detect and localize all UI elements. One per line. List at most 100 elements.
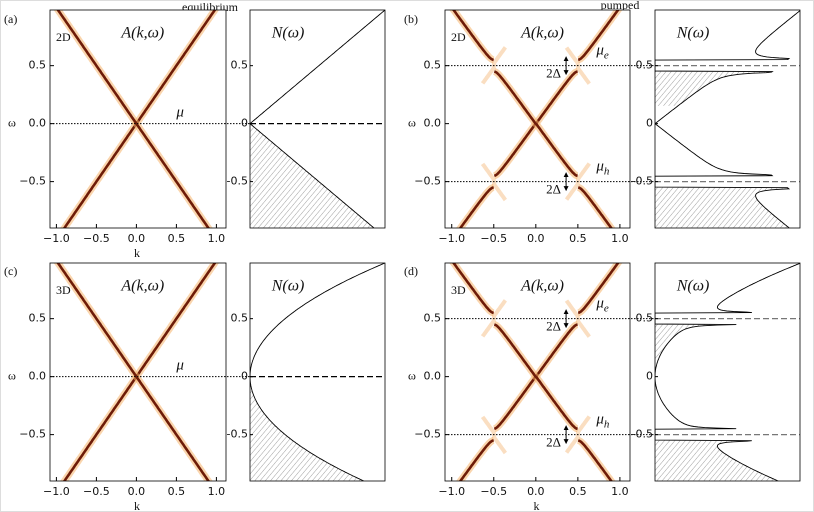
- x-tick-label: 0.0: [527, 232, 545, 245]
- x-tick-label: 0.5: [569, 485, 587, 498]
- x-tick-label: −0.5: [83, 232, 110, 245]
- plot-box: [444, 9, 631, 229]
- level-subscript: e: [604, 49, 609, 61]
- y-tick-label: -0.5: [227, 175, 248, 188]
- x-tick-label: −1.0: [43, 485, 70, 498]
- x-tick-label: 0.5: [168, 232, 186, 245]
- y-tick-label: −0.5: [19, 175, 46, 188]
- y-axis-label: ω: [408, 368, 416, 382]
- y-tick-label: 0.5: [231, 59, 249, 72]
- gap-label: 2Δ: [546, 66, 561, 81]
- spectral-band: [56, 10, 210, 228]
- x-tick-label: −0.5: [83, 485, 110, 498]
- plot-box: [654, 262, 801, 482]
- spectral-band: [577, 10, 620, 62]
- spectral-band: [493, 70, 578, 178]
- dos-curve: [655, 10, 800, 228]
- y-tick-label: 0.5: [231, 312, 249, 325]
- occupied-area: [655, 71, 773, 106]
- plot-box: [654, 9, 801, 229]
- dos-plot: [655, 263, 800, 481]
- y-tick-label: 0.5: [636, 59, 654, 72]
- dimension-label: 2D: [56, 30, 71, 44]
- plot-box: [249, 9, 386, 229]
- plot-box: [444, 262, 631, 482]
- y-tick-label: 0.0: [29, 117, 47, 130]
- dimension-label: 2D: [451, 30, 466, 44]
- y-tick-label: 0.0: [29, 370, 47, 383]
- level-label: μh: [595, 159, 610, 177]
- x-axis-label: k: [534, 499, 540, 512]
- spectral-band: [577, 439, 613, 481]
- spectral-title: A(k,ω): [120, 278, 164, 295]
- plot-box: [49, 262, 227, 482]
- spectral-plot: [50, 263, 226, 481]
- panel-label: (d): [404, 264, 418, 278]
- y-tick-label: 0.5: [424, 59, 442, 72]
- y-tick-label: 0.5: [424, 312, 442, 325]
- y-tick-label: 0: [646, 117, 653, 130]
- occupied-area: [655, 440, 779, 481]
- level-label: μ: [175, 358, 184, 374]
- level-symbol: μ: [175, 358, 184, 374]
- y-tick-label: 0.0: [424, 370, 442, 383]
- dos-title: N(ω): [676, 25, 710, 42]
- x-tick-label: 1.0: [611, 232, 629, 245]
- y-tick-label: 0.5: [29, 312, 47, 325]
- spectral-band: [56, 263, 210, 481]
- level-symbol: μ: [175, 105, 184, 121]
- gap-label: 2Δ: [546, 435, 561, 450]
- y-axis-label: ω: [408, 115, 416, 129]
- x-tick-label: −1.0: [43, 232, 70, 245]
- spectral-title: A(k,ω): [520, 25, 564, 42]
- gap-label: 2Δ: [546, 182, 561, 197]
- y-tick-label: −0.5: [414, 175, 441, 188]
- y-tick-label: 0: [241, 370, 248, 383]
- x-tick-label: 0.0: [527, 485, 545, 498]
- spectral-band: [577, 186, 613, 228]
- y-tick-label: 0: [646, 370, 653, 383]
- level-symbol: μ: [595, 43, 604, 59]
- dimension-label: 3D: [451, 283, 466, 297]
- spectral-band: [451, 263, 494, 315]
- x-tick-label: −1.0: [438, 232, 465, 245]
- level-label: μe: [595, 43, 609, 61]
- y-axis-label: ω: [8, 115, 16, 129]
- x-axis-label: k: [134, 499, 140, 512]
- y-tick-label: 0.5: [29, 59, 47, 72]
- x-tick-label: −1.0: [438, 485, 465, 498]
- x-tick-label: 1.0: [208, 485, 226, 498]
- spectral-band: [458, 186, 494, 228]
- level-symbol: μ: [595, 159, 604, 175]
- spectral-band: [451, 10, 494, 62]
- dos-title: N(ω): [271, 25, 305, 42]
- y-tick-label: -0.5: [632, 428, 653, 441]
- plot-box: [249, 262, 386, 482]
- panel-label: (b): [404, 12, 418, 26]
- dos-title: N(ω): [676, 278, 710, 295]
- dos-plot: [250, 263, 385, 481]
- level-label: μe: [595, 296, 609, 314]
- spectral-title: A(k,ω): [520, 278, 564, 295]
- dimension-label: 3D: [56, 283, 71, 297]
- dos-plot: [655, 10, 800, 228]
- spectral-band: [458, 439, 494, 481]
- panel-label: (a): [4, 12, 17, 26]
- spectral-title: A(k,ω): [120, 25, 164, 42]
- x-tick-label: 0.0: [128, 485, 146, 498]
- y-tick-label: −0.5: [19, 428, 46, 441]
- x-tick-label: 0.5: [569, 232, 587, 245]
- occupied-area: [250, 376, 364, 481]
- spectral-plot: [445, 10, 630, 228]
- column-title: pumped: [601, 0, 640, 12]
- y-tick-label: -0.5: [632, 175, 653, 188]
- x-tick-label: −0.5: [480, 232, 507, 245]
- level-subscript: e: [604, 302, 609, 314]
- dos-plot: [250, 10, 385, 228]
- y-tick-label: -0.5: [227, 428, 248, 441]
- plot-box: [49, 9, 227, 229]
- x-tick-label: −0.5: [480, 485, 507, 498]
- x-tick-label: 1.0: [208, 232, 226, 245]
- panel-label: (c): [4, 264, 17, 278]
- occupied-area: [655, 324, 737, 359]
